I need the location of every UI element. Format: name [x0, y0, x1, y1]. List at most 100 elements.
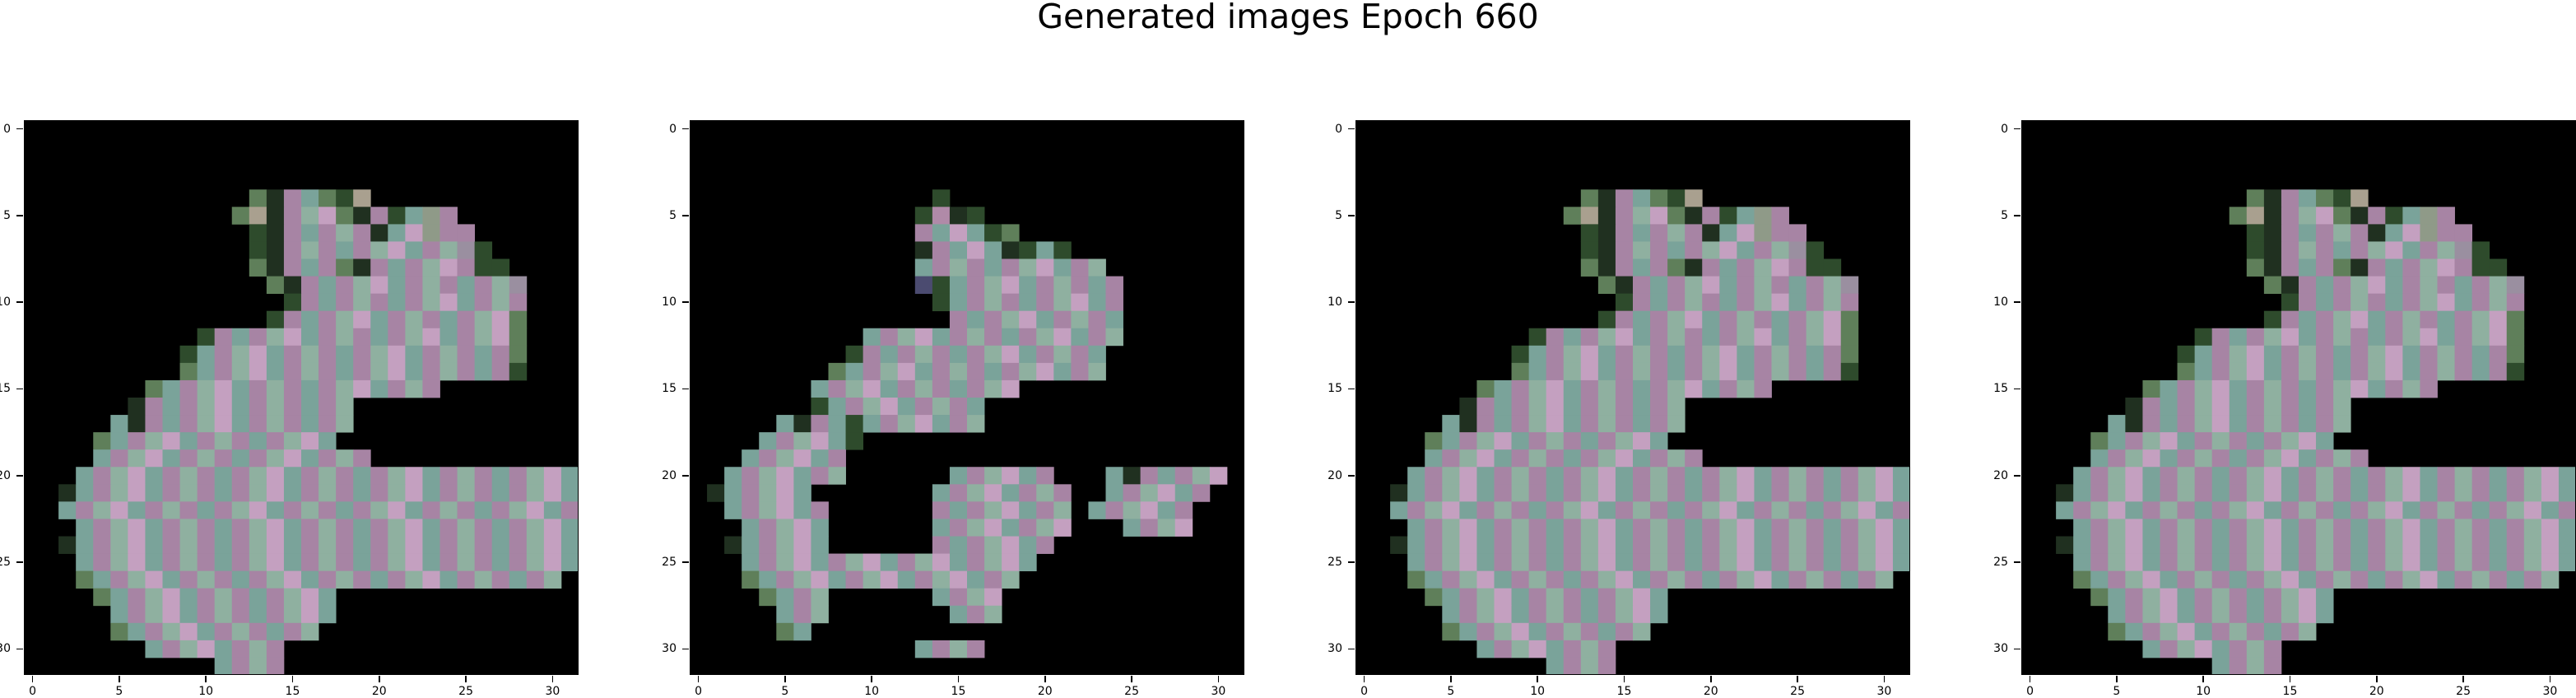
pixel-cell — [2454, 345, 2473, 364]
pixel-cell — [509, 276, 528, 295]
pixel-cell — [388, 467, 406, 485]
pixel-cell — [249, 415, 267, 433]
pixel-cell — [828, 398, 846, 416]
pixel-cell — [439, 501, 458, 519]
pixel-cell — [932, 519, 951, 537]
pixel-cell — [2142, 449, 2160, 468]
pixel-cell — [214, 484, 233, 502]
pixel-cell — [526, 570, 545, 589]
pixel-cell — [2246, 189, 2265, 207]
pixel-cell — [2368, 258, 2386, 277]
pixel-cell — [197, 536, 216, 554]
pixel-cell — [266, 657, 285, 675]
y-tick-label: 15 — [1993, 382, 2008, 396]
pixel-cell — [1476, 379, 1495, 398]
pixel-cell — [543, 467, 562, 485]
pixel-cell — [283, 415, 302, 433]
pixel-cell — [2368, 328, 2386, 347]
pixel-cell — [388, 207, 406, 225]
pixel-cell — [179, 362, 198, 381]
pixel-cell — [266, 362, 285, 381]
pixel-cell — [1019, 467, 1037, 485]
pixel-cell — [266, 258, 285, 277]
pixel-cell — [370, 241, 388, 259]
y-tick-label: 20 — [1328, 468, 1342, 482]
pixel-cell — [1754, 328, 1772, 347]
pixel-cell — [231, 622, 250, 641]
pixel-cell — [2177, 605, 2196, 624]
pixel-cell — [2299, 345, 2317, 364]
pixel-cell — [1685, 501, 1703, 519]
x-tick-mark — [1363, 676, 1365, 682]
pixel-cell — [249, 207, 267, 225]
pixel-cell — [1494, 432, 1512, 450]
pixel-cell — [949, 207, 968, 225]
pixel-cell — [1650, 276, 1668, 295]
pixel-cell — [2299, 415, 2317, 433]
pixel-cell — [1390, 536, 1408, 554]
pixel-cell — [370, 293, 388, 312]
pixel-cell — [1088, 293, 1106, 312]
pixel-cell — [283, 570, 302, 589]
pixel-cell — [1580, 207, 1599, 225]
pixel-cell — [1685, 258, 1703, 277]
pixel-cell — [2108, 484, 2126, 502]
y-tick-label: 30 — [1993, 642, 2008, 656]
pixel-cell — [984, 345, 1002, 364]
pixel-cell — [1511, 415, 1530, 433]
pixel-cell — [2368, 362, 2386, 381]
pixel-cell — [1823, 328, 1842, 347]
pixel-cell — [231, 588, 250, 607]
pixel-cell — [110, 536, 128, 554]
pixel-cell — [491, 501, 510, 519]
pixel-cell — [2420, 328, 2438, 347]
pixel-cell — [179, 432, 198, 450]
pixel-cell — [336, 449, 354, 468]
pixel-cell — [1563, 449, 1582, 468]
pixel-cell — [2142, 415, 2160, 433]
pixel-cell — [2350, 379, 2369, 398]
x-tick-label: 25 — [458, 685, 473, 698]
pixel-cell — [1157, 501, 1176, 519]
pixel-cell — [914, 276, 933, 295]
pixel-cell — [2541, 484, 2560, 502]
pixel-cell — [439, 484, 458, 502]
pixel-cell — [491, 293, 510, 312]
pixel-cell — [984, 224, 1002, 242]
pixel-cell — [2108, 467, 2126, 485]
pixel-cell — [759, 588, 777, 607]
pixel-cell — [2350, 467, 2369, 485]
pixel-cell — [1546, 415, 1565, 433]
pixel-cell — [110, 484, 128, 502]
pixel-cell — [1528, 467, 1547, 485]
pixel-cell — [231, 640, 250, 658]
pixel-cell — [1511, 501, 1530, 519]
pixel-cell — [1597, 415, 1616, 433]
pixel-cell — [283, 501, 302, 519]
pixel-cell — [1719, 207, 1737, 225]
pixel-cell — [1650, 362, 1668, 381]
pixel-cell — [1425, 449, 1443, 468]
pixel-cell — [2125, 398, 2143, 416]
pixel-cell — [776, 605, 794, 624]
y-tick-mark — [2014, 648, 2020, 650]
pixel-cell — [128, 501, 146, 519]
pixel-cell — [828, 553, 846, 572]
pixel-cell — [1806, 519, 1825, 537]
pixel-cell — [1459, 449, 1477, 468]
pixel-cell — [214, 501, 233, 519]
pixel-cell — [1002, 570, 1020, 589]
pixel-cell — [1459, 432, 1477, 450]
pixel-cell — [1685, 449, 1703, 468]
pixel-cell — [1036, 519, 1054, 537]
pixel-cell — [560, 553, 579, 572]
pixel-cell — [457, 570, 476, 589]
pixel-cell — [336, 415, 354, 433]
pixel-cell — [197, 362, 216, 381]
pixel-cell — [1425, 501, 1443, 519]
pixel-cell — [2229, 553, 2248, 572]
pixel-cell — [491, 328, 510, 347]
pixel-cell — [1788, 570, 1807, 589]
pixel-cell — [422, 536, 440, 554]
pixel-cell — [2211, 519, 2230, 537]
